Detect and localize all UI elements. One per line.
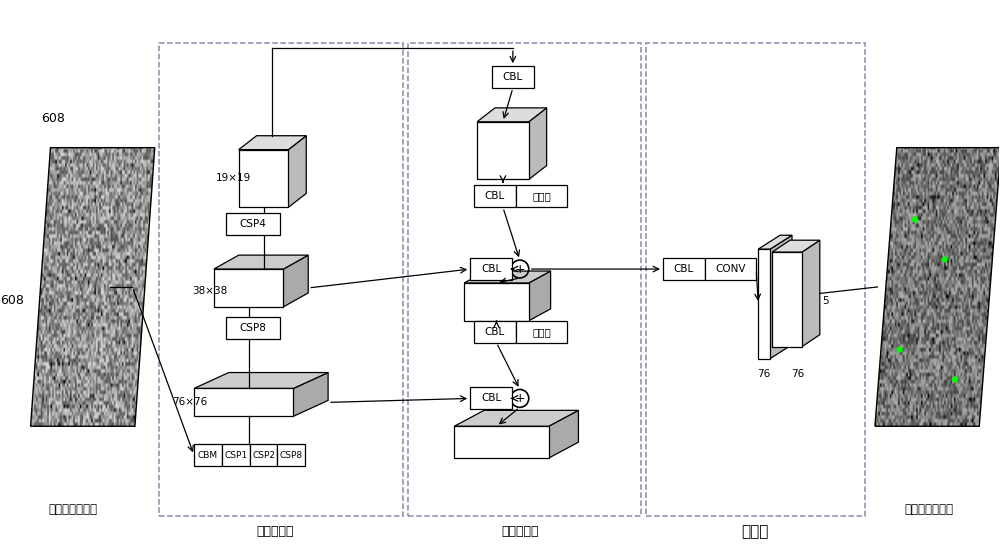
Text: 上采样: 上采样	[532, 191, 551, 201]
Polygon shape	[770, 235, 792, 359]
FancyBboxPatch shape	[705, 258, 756, 280]
Text: 特征融合层: 特征融合层	[501, 525, 539, 538]
Text: 608: 608	[41, 112, 65, 125]
Text: 5: 5	[822, 296, 829, 306]
Text: 上采样: 上采样	[532, 327, 551, 337]
Text: 608: 608	[0, 295, 24, 307]
Polygon shape	[772, 240, 820, 252]
Polygon shape	[758, 235, 792, 249]
FancyBboxPatch shape	[663, 258, 705, 280]
Text: +: +	[515, 392, 525, 405]
Text: CSP2: CSP2	[252, 451, 275, 459]
Text: 76: 76	[791, 368, 805, 378]
FancyBboxPatch shape	[470, 387, 512, 409]
FancyBboxPatch shape	[277, 444, 305, 466]
Polygon shape	[477, 108, 547, 122]
Text: CONV: CONV	[715, 264, 746, 274]
FancyBboxPatch shape	[194, 444, 222, 466]
Text: 输出层: 输出层	[742, 524, 769, 539]
Polygon shape	[194, 389, 293, 416]
Text: 特征提取层: 特征提取层	[257, 525, 294, 538]
Polygon shape	[239, 150, 288, 207]
Text: CBL: CBL	[485, 191, 505, 201]
Text: CBL: CBL	[485, 327, 505, 337]
Text: 分裂相检测结果: 分裂相检测结果	[905, 503, 954, 517]
Polygon shape	[802, 240, 820, 347]
Polygon shape	[194, 372, 328, 389]
Text: CBL: CBL	[674, 264, 694, 274]
Text: 19×19: 19×19	[216, 173, 251, 182]
Text: CBL: CBL	[503, 72, 523, 82]
FancyBboxPatch shape	[250, 444, 277, 466]
Text: 76×76: 76×76	[172, 397, 207, 408]
Text: CSP8: CSP8	[240, 323, 267, 333]
Text: 待检测样本图像: 待检测样本图像	[48, 503, 97, 517]
Polygon shape	[464, 283, 529, 321]
Text: CSP1: CSP1	[224, 451, 247, 459]
Polygon shape	[239, 136, 306, 150]
Polygon shape	[758, 249, 770, 359]
Text: CSP8: CSP8	[280, 451, 303, 459]
FancyBboxPatch shape	[226, 214, 280, 235]
Polygon shape	[464, 271, 551, 283]
Text: 38×38: 38×38	[192, 286, 227, 296]
Text: CBL: CBL	[481, 264, 501, 274]
FancyBboxPatch shape	[492, 66, 534, 88]
Polygon shape	[772, 252, 802, 347]
Polygon shape	[529, 108, 547, 179]
Polygon shape	[214, 269, 283, 307]
Polygon shape	[529, 271, 551, 321]
Text: +: +	[515, 263, 525, 276]
Polygon shape	[454, 410, 578, 427]
Polygon shape	[283, 255, 308, 307]
FancyBboxPatch shape	[474, 321, 516, 343]
FancyBboxPatch shape	[470, 258, 512, 280]
Text: CSP4: CSP4	[240, 219, 267, 229]
Text: CBL: CBL	[481, 394, 501, 404]
FancyBboxPatch shape	[516, 186, 567, 207]
Text: 76: 76	[758, 368, 771, 378]
Polygon shape	[477, 122, 529, 179]
Polygon shape	[549, 410, 578, 458]
FancyBboxPatch shape	[222, 444, 250, 466]
FancyBboxPatch shape	[516, 321, 567, 343]
FancyBboxPatch shape	[474, 186, 516, 207]
Text: CBM: CBM	[198, 451, 218, 459]
FancyBboxPatch shape	[226, 317, 280, 339]
Polygon shape	[293, 372, 328, 416]
Polygon shape	[288, 136, 306, 207]
Polygon shape	[214, 255, 308, 269]
Polygon shape	[454, 427, 549, 458]
